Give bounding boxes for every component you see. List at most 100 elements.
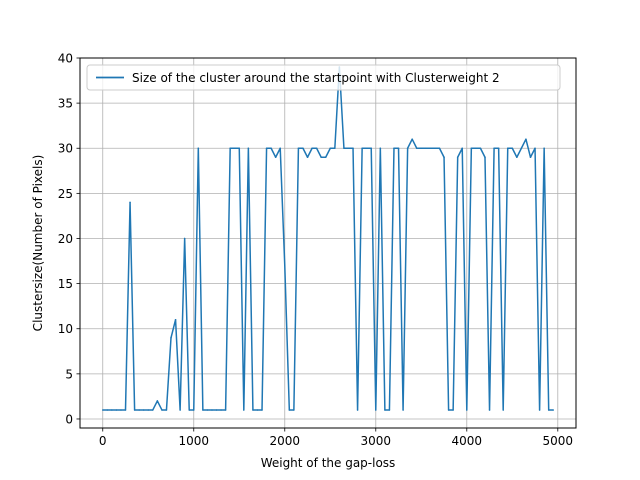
data-point — [111, 409, 113, 411]
data-point — [525, 138, 527, 140]
data-point — [124, 409, 127, 411]
data-point — [220, 409, 222, 411]
data-point — [211, 409, 213, 411]
data-point — [293, 409, 295, 411]
x-tick-label: 5000 — [543, 434, 574, 448]
data-point — [197, 147, 200, 149]
data-point — [288, 409, 291, 411]
data-point — [233, 147, 236, 149]
data-point — [297, 147, 300, 149]
data-point — [102, 409, 104, 411]
data-point — [552, 409, 554, 411]
data-point — [502, 409, 504, 411]
x-tick-label: 4000 — [452, 434, 483, 448]
data-point — [547, 409, 550, 411]
data-point — [538, 409, 541, 411]
data-point — [434, 147, 436, 149]
data-point — [456, 156, 459, 159]
data-point — [347, 147, 350, 149]
data-point — [311, 147, 313, 149]
y-tick-label: 35 — [58, 97, 73, 111]
data-point — [406, 147, 409, 149]
data-point — [452, 409, 454, 411]
data-point — [256, 409, 259, 411]
data-point — [361, 147, 363, 149]
x-tick-label: 1000 — [178, 434, 209, 448]
data-point — [320, 156, 322, 159]
data-point — [365, 147, 368, 149]
data-point — [270, 147, 272, 149]
x-axis-label: Weight of the gap-loss — [261, 456, 396, 470]
data-point — [329, 147, 332, 149]
data-point — [133, 409, 136, 411]
y-axis-ticks: 0 5 10 15 20 25 30 35 40 — [58, 52, 80, 426]
y-tick-label: 0 — [65, 412, 73, 426]
data-point — [179, 409, 181, 411]
plot-frame — [79, 57, 577, 429]
data-point — [306, 156, 309, 159]
data-point — [193, 409, 195, 411]
data-point — [183, 237, 186, 240]
data-point — [165, 409, 168, 411]
data-point — [343, 147, 345, 149]
legend-box — [86, 64, 561, 91]
data-point — [356, 409, 359, 411]
y-tick-label: 10 — [58, 322, 73, 336]
data-point — [252, 409, 254, 411]
data-point — [370, 147, 372, 149]
data-point — [543, 147, 545, 149]
data-point — [415, 147, 418, 149]
data-point — [170, 337, 172, 339]
data-point — [475, 147, 477, 149]
data-point — [174, 318, 177, 321]
data-point — [384, 409, 386, 411]
data-point — [443, 156, 445, 159]
data-point — [479, 147, 482, 149]
data-point — [529, 156, 532, 159]
data-point — [488, 409, 491, 411]
series-line — [102, 66, 554, 411]
x-tick-label: 2000 — [269, 434, 300, 448]
data-point — [302, 147, 304, 149]
data-point — [202, 409, 204, 411]
x-axis-ticks: 0 1000 2000 3000 4000 5000 — [99, 428, 573, 448]
data-point — [438, 147, 441, 149]
data-point — [352, 147, 354, 149]
data-point — [516, 156, 518, 159]
data-point — [265, 147, 268, 149]
y-tick-label: 25 — [58, 187, 73, 201]
data-point — [247, 147, 250, 149]
x-tick-label: 0 — [99, 434, 107, 448]
data-point — [506, 147, 509, 149]
y-axis-label: Clustersize(Number of Pixels) — [31, 155, 45, 332]
data-point — [420, 147, 423, 149]
data-point — [484, 156, 486, 159]
data-point — [375, 409, 377, 411]
data-point — [315, 147, 318, 149]
data-point — [425, 147, 427, 149]
legend: Size of the cluster around the startpoin… — [86, 64, 561, 91]
data-point — [379, 147, 382, 149]
data-point — [229, 147, 231, 149]
data-point — [156, 400, 159, 402]
data-point — [243, 409, 245, 411]
data-point — [215, 409, 218, 411]
series-layer — [102, 66, 554, 411]
data-point — [493, 147, 495, 149]
data-point — [466, 409, 468, 411]
x-tick-label: 3000 — [361, 434, 392, 448]
data-point — [388, 409, 391, 411]
data-point — [520, 147, 523, 149]
data-point — [188, 409, 190, 411]
data-point — [324, 156, 327, 159]
data-point — [284, 264, 286, 267]
data-point — [393, 147, 395, 149]
data-point — [115, 409, 118, 411]
data-point — [447, 409, 450, 411]
data-point — [120, 409, 122, 411]
data-point — [106, 409, 109, 411]
legend-label: Size of the cluster around the startpoin… — [132, 71, 500, 85]
data-point — [261, 409, 263, 411]
data-point — [497, 147, 500, 149]
